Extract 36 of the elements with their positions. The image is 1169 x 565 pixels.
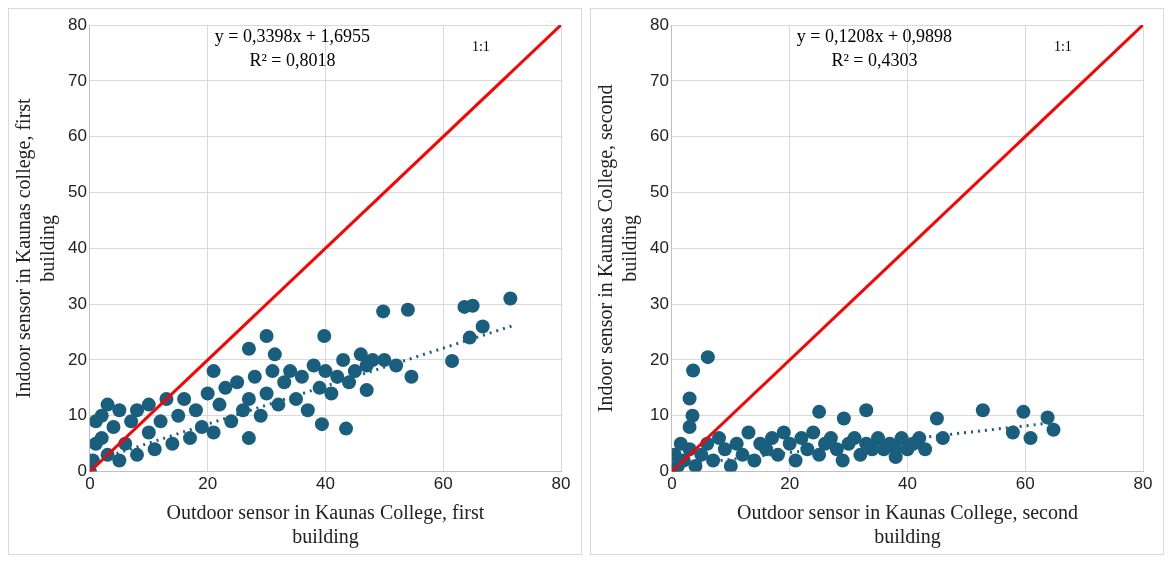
annotation: y = 0,1208x + 0,9898 xyxy=(796,25,953,46)
x-tick-label: 40 xyxy=(315,474,335,494)
y-tick-label: 20 xyxy=(67,349,87,369)
y-tick-label: 70 xyxy=(649,70,669,90)
y-tick-label: 40 xyxy=(649,237,669,257)
annotation: y = 0,3398x + 1,6955 xyxy=(214,25,371,46)
x-axis-title: Outdoor sensor in Kaunas College, second building xyxy=(736,501,1078,549)
y-tick-label: 50 xyxy=(67,182,87,202)
y-tick-label: 80 xyxy=(67,14,87,34)
y-tick-label: 50 xyxy=(649,182,669,202)
y-tick-label: 30 xyxy=(67,293,87,313)
y-tick-label: 10 xyxy=(649,405,669,425)
x-tick-label: 20 xyxy=(198,474,218,494)
y-tick-label: 40 xyxy=(67,237,87,257)
y-tick-label: 30 xyxy=(649,293,669,313)
x-tick-label: 60 xyxy=(433,474,453,494)
y-tick-label: 10 xyxy=(67,405,87,425)
annotation: 1:1 xyxy=(1053,38,1072,54)
y-tick-label: 60 xyxy=(649,126,669,146)
y-tick-label: 0 xyxy=(659,461,669,481)
y-tick-label: 80 xyxy=(649,14,669,34)
annotation: R² = 0,8018 xyxy=(249,49,336,70)
x-tick-label: 80 xyxy=(551,474,571,494)
y-axis-title: Indoor sensor in Kaunas College, second building xyxy=(594,84,642,413)
x-tick-label: 20 xyxy=(780,474,800,494)
y-tick-label: 0 xyxy=(77,461,87,481)
x-tick-label: 60 xyxy=(1015,474,1035,494)
y-tick-label: 60 xyxy=(67,126,87,146)
y-tick-label: 70 xyxy=(67,70,87,90)
x-tick-label: 80 xyxy=(1133,474,1153,494)
y-tick-label: 20 xyxy=(649,349,669,369)
annotation: R² = 0,4303 xyxy=(831,49,918,70)
annotation: 1:1 xyxy=(471,38,490,54)
x-axis-title: Outdoor sensor in Kaunas College, first building xyxy=(166,501,485,549)
x-tick-label: 40 xyxy=(897,474,917,494)
y-axis-title: Indoor sensor in Kaunas college, first building xyxy=(12,97,60,399)
